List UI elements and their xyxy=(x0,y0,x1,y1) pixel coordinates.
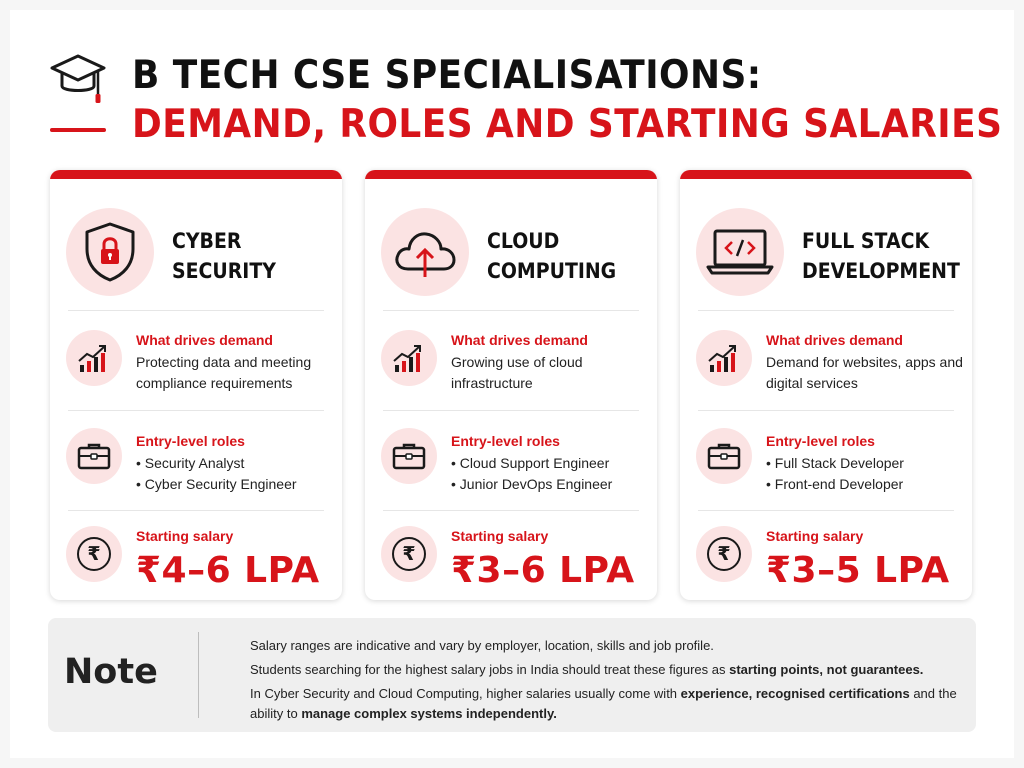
divider xyxy=(698,410,954,411)
salary-value: ₹4–6 LPA xyxy=(136,550,320,591)
growth-chart-icon xyxy=(78,345,106,372)
salary-heading: Starting salary xyxy=(766,528,864,544)
roles-list: Security Analyst Cyber Security Engineer xyxy=(136,453,336,495)
growth-chart-icon xyxy=(393,345,421,372)
roles-heading: Entry-level roles xyxy=(451,433,560,449)
briefcase-icon xyxy=(392,443,426,470)
salary-heading: Starting salary xyxy=(136,528,234,544)
spec-title: CLOUD COMPUTING xyxy=(487,229,617,283)
header-accent-rule xyxy=(50,128,106,132)
salary-heading: Starting salary xyxy=(451,528,549,544)
rupee-icon: ₹ xyxy=(707,537,741,571)
laptop-code-icon xyxy=(706,229,774,275)
card-accent-bar xyxy=(365,170,657,179)
rupee-icon: ₹ xyxy=(77,537,111,571)
briefcase-icon xyxy=(77,443,111,470)
spec-icon-badge xyxy=(381,208,469,296)
note-panel: Note Salary ranges are indicative and va… xyxy=(48,618,976,732)
card-accent-bar xyxy=(50,170,342,179)
growth-chart-icon xyxy=(708,345,736,372)
card-accent-bar xyxy=(680,170,972,179)
shield-lock-icon xyxy=(85,222,135,282)
graduation-cap-icon xyxy=(50,54,106,103)
demand-text: Protecting data and meeting compliance r… xyxy=(136,354,312,391)
roles-list: Cloud Support Engineer Junior DevOps Eng… xyxy=(451,453,651,495)
role-item: Security Analyst xyxy=(136,453,336,474)
note-line: Salary ranges are indicative and vary by… xyxy=(250,638,714,653)
trend-icon-badge xyxy=(696,330,752,386)
divider xyxy=(68,410,324,411)
trend-icon-badge xyxy=(381,330,437,386)
briefcase-icon-badge xyxy=(66,428,122,484)
spec-icon-badge xyxy=(66,208,154,296)
divider xyxy=(698,310,954,311)
note-line: Students searching for the highest salar… xyxy=(250,662,924,677)
rupee-icon-badge: ₹ xyxy=(696,526,752,582)
page-title: B TECH CSE SPECIALISATIONS: xyxy=(132,53,762,98)
demand-heading: What drives demand xyxy=(766,332,903,348)
note-line: In Cyber Security and Cloud Computing, h… xyxy=(250,686,957,721)
roles-list: Full Stack Developer Front-end Developer xyxy=(766,453,966,495)
briefcase-icon-badge xyxy=(696,428,752,484)
roles-heading: Entry-level roles xyxy=(766,433,875,449)
salary-value: ₹3–5 LPA xyxy=(766,550,950,591)
infographic: B TECH CSE SPECIALISATIONS: DEMAND, ROLE… xyxy=(10,10,1014,758)
divider xyxy=(383,410,639,411)
salary-value: ₹3–6 LPA xyxy=(451,550,635,591)
spec-title: FULL STACK DEVELOPMENT xyxy=(802,229,960,283)
briefcase-icon-badge xyxy=(381,428,437,484)
card-full-stack-development: FULL STACK DEVELOPMENT What drives deman… xyxy=(680,170,972,600)
rupee-icon-badge: ₹ xyxy=(66,526,122,582)
note-separator xyxy=(198,632,199,718)
divider xyxy=(68,310,324,311)
note-text: Salary ranges are indicative and vary by… xyxy=(250,636,970,728)
demand-heading: What drives demand xyxy=(136,332,273,348)
rupee-icon-badge: ₹ xyxy=(381,526,437,582)
demand-heading: What drives demand xyxy=(451,332,588,348)
page-subtitle: DEMAND, ROLES AND STARTING SALARIES xyxy=(132,102,1003,147)
card-cyber-security: CYBER SECURITY What drives demand Protec… xyxy=(50,170,342,600)
note-label: Note xyxy=(64,652,158,692)
role-item: Full Stack Developer xyxy=(766,453,966,474)
trend-icon-badge xyxy=(66,330,122,386)
divider xyxy=(68,510,324,511)
spec-title: CYBER SECURITY xyxy=(172,229,276,283)
role-item: Front-end Developer xyxy=(766,474,966,495)
divider xyxy=(383,310,639,311)
roles-heading: Entry-level roles xyxy=(136,433,245,449)
divider xyxy=(383,510,639,511)
role-item: Junior DevOps Engineer xyxy=(451,474,651,495)
demand-text: Demand for websites, apps and digital se… xyxy=(766,354,963,391)
role-item: Cloud Support Engineer xyxy=(451,453,651,474)
rupee-icon: ₹ xyxy=(392,537,426,571)
role-item: Cyber Security Engineer xyxy=(136,474,336,495)
cloud-upload-icon xyxy=(395,232,456,277)
divider xyxy=(698,510,954,511)
demand-text: Growing use of cloud infrastructure xyxy=(451,354,583,391)
header: B TECH CSE SPECIALISATIONS: DEMAND, ROLE… xyxy=(10,10,1014,160)
card-cloud-computing: CLOUD COMPUTING What drives demand Growi… xyxy=(365,170,657,600)
spec-icon-badge xyxy=(696,208,784,296)
briefcase-icon xyxy=(707,443,741,470)
